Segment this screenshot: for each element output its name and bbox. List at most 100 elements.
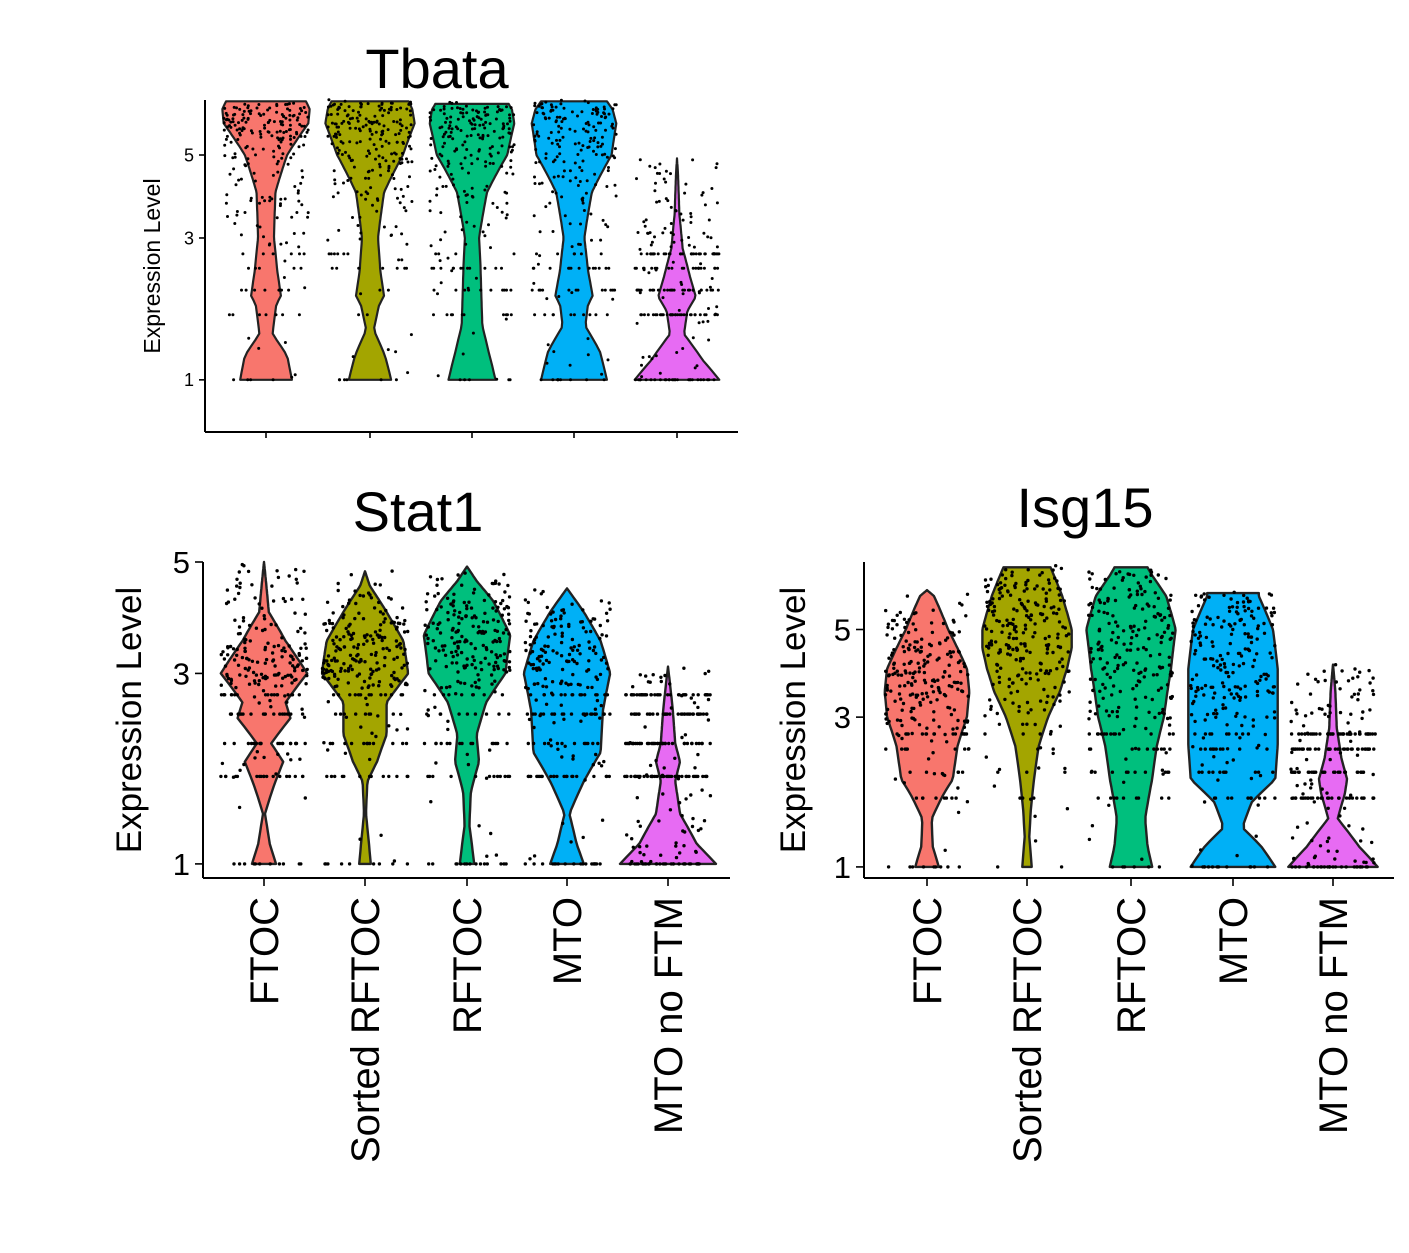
cell-point <box>283 599 287 604</box>
cell-point <box>502 572 506 577</box>
cell-point <box>330 669 335 674</box>
cell-point <box>1350 747 1354 751</box>
cell-point <box>235 106 238 110</box>
cell-point <box>387 774 391 779</box>
cell-point <box>1113 732 1118 736</box>
cell-point <box>573 129 577 133</box>
cell-point <box>954 796 958 800</box>
cell-point <box>330 266 334 270</box>
cell-point <box>1101 696 1105 700</box>
cell-point <box>562 106 566 110</box>
cell-point <box>1012 607 1016 611</box>
cell-point <box>378 288 382 292</box>
cell-point <box>356 119 360 123</box>
cell-point <box>482 862 487 866</box>
cell-point <box>433 705 437 709</box>
cell-point <box>462 189 466 193</box>
cell-point <box>1235 605 1239 609</box>
cell-point <box>668 712 672 716</box>
cell-point <box>998 586 1002 591</box>
cell-point <box>947 663 951 667</box>
cell-point <box>1131 687 1135 691</box>
cell-point <box>1023 627 1028 631</box>
cell-point <box>389 108 393 112</box>
cell-point <box>439 238 443 242</box>
cell-point <box>1312 865 1316 869</box>
cell-point <box>887 674 891 678</box>
cell-point <box>389 683 393 687</box>
cell-point <box>402 622 406 626</box>
cell-point <box>1135 592 1140 597</box>
cell-point <box>540 181 544 185</box>
cell-point <box>905 620 909 625</box>
cell-point <box>1025 700 1030 705</box>
cell-point <box>692 245 696 249</box>
cell-point <box>1227 674 1231 679</box>
cell-point <box>289 712 293 716</box>
cell-point <box>508 145 512 149</box>
cell-point <box>502 313 505 317</box>
cell-point <box>1167 770 1171 774</box>
cell-point <box>1106 599 1110 603</box>
cell-point <box>352 645 356 649</box>
cell-point <box>226 646 230 650</box>
cell-point <box>589 619 593 623</box>
cell-point <box>532 725 536 730</box>
cell-point <box>599 121 603 125</box>
cell-point <box>380 102 384 106</box>
cell-point <box>1198 634 1203 638</box>
cell-point <box>336 151 340 155</box>
cell-point <box>397 258 401 262</box>
cell-point <box>495 377 499 381</box>
cell-point <box>390 569 394 573</box>
cell-point <box>1045 651 1049 655</box>
cell-point <box>554 191 558 195</box>
cell-point <box>436 591 440 596</box>
cell-point <box>275 130 279 134</box>
cell-point <box>579 252 583 256</box>
cell-point <box>358 113 362 117</box>
cell-point <box>1113 669 1117 674</box>
cell-point <box>255 750 259 754</box>
cell-point <box>233 618 237 622</box>
cell-point <box>1095 586 1099 591</box>
cell-point <box>1191 745 1195 749</box>
cell-point <box>1040 571 1044 575</box>
cell-point <box>429 137 433 140</box>
cell-point <box>937 725 941 729</box>
cell-point <box>465 606 469 611</box>
cell-point <box>1033 814 1037 818</box>
cell-point <box>1254 680 1258 684</box>
cell-point <box>539 378 543 382</box>
cell-point <box>677 693 681 697</box>
cell-point <box>332 169 336 173</box>
cell-point <box>691 288 695 292</box>
cell-point <box>602 759 606 764</box>
cell-point <box>387 648 392 653</box>
cell-point <box>1015 609 1019 613</box>
cell-point <box>429 244 433 248</box>
cell-point <box>917 666 922 670</box>
cell-point <box>1189 639 1193 644</box>
cell-point <box>569 313 573 317</box>
cell-point <box>1338 687 1342 691</box>
cell-point <box>699 262 703 266</box>
cell-point <box>614 194 618 198</box>
cell-point <box>1087 732 1092 736</box>
cell-point <box>438 259 442 263</box>
cell-point <box>1008 632 1012 636</box>
category-label-sorted-rftoc: Sorted RFTOC <box>344 897 388 1163</box>
cell-point <box>689 212 693 215</box>
cell-point <box>222 657 227 661</box>
cell-point <box>1258 773 1263 778</box>
cell-point <box>500 108 504 112</box>
cell-point <box>441 693 446 697</box>
cell-point <box>647 271 651 275</box>
cell-point <box>713 266 717 270</box>
cell-point <box>467 288 471 292</box>
cell-point <box>683 830 687 834</box>
cell-point <box>351 631 356 636</box>
cell-point <box>529 629 533 633</box>
cell-point <box>1089 660 1093 664</box>
cell-point <box>290 655 294 659</box>
